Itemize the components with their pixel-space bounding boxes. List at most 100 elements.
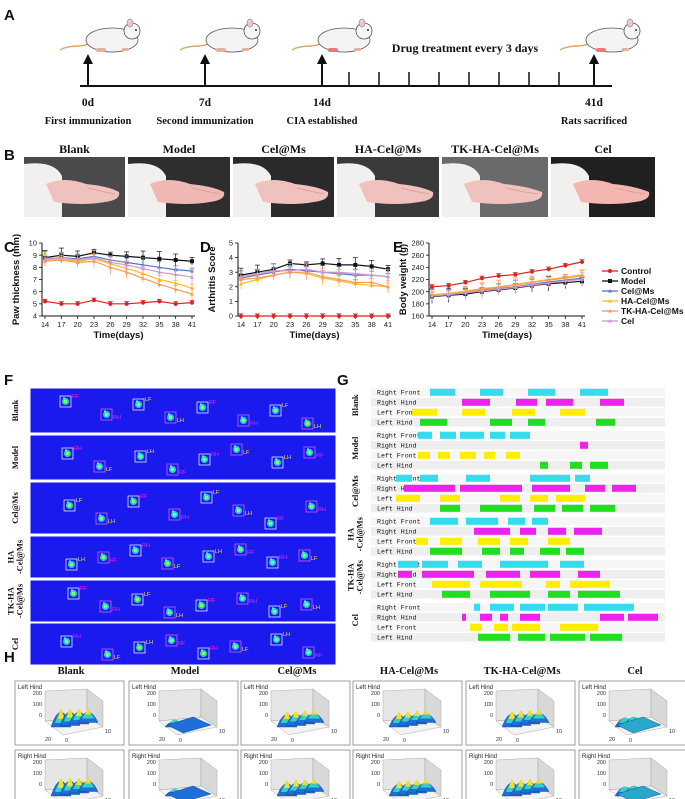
data-point [580,259,584,264]
paw-tag: RF [140,494,148,500]
data-point [239,274,243,279]
y-tick-label: 1 [229,297,233,306]
paw-tag: LF [243,450,250,456]
plot-view-label: Right Hind [18,754,46,760]
paw-tag: RH [279,555,287,561]
data-point [43,256,47,261]
gait-stance-bar [422,570,474,578]
gait-stance-bar [440,537,462,545]
gait-stance-bar [566,547,584,555]
gait-row-label: Left Front [377,452,417,459]
data-point [157,277,162,281]
data-point [337,277,341,281]
plot-view-label: Right Hind [469,754,497,760]
gait-stance-bar [556,494,585,502]
gait-stance-bar [440,494,460,502]
gait-row-label: Right Hind [377,399,417,406]
footprint: RH [305,500,326,513]
gait-stance-bar [412,408,437,416]
footprint: LH [65,557,85,571]
paw-tag: LH [313,605,320,611]
gait-row-label: Left Front [377,581,417,588]
series-line [240,271,389,288]
y-tick-label: 10 [105,729,111,735]
x-tick-label: 20 [609,737,615,743]
series-line [240,268,389,278]
gait-stance-bar [578,590,620,598]
x-tick-label: 35 [155,320,163,329]
x-axis-title: Time(days) [482,330,532,341]
photo-group-label: Cel@Ms [261,142,306,156]
paw-tag: LF [213,490,220,496]
footprint: LF [63,498,83,512]
series-line [44,299,193,305]
gait-stance-bar [462,408,485,416]
z-tick-label: 200 [259,760,268,766]
series-Control [429,259,585,289]
series-line [44,258,193,289]
gait-step-sequence: Blank Right Front Right Hind Left Front Left… [346,388,665,642]
heatmap-row-1: Blank RF RH LF LH RF RH LF LH [10,387,337,434]
gait-stance-bar [532,484,570,492]
footprint: LH [232,504,252,517]
data-point [255,271,260,276]
z-tick-label: 200 [484,760,493,766]
x-tick-label: 0 [291,738,294,744]
legend-label: TK-HA-Cel@Ms [621,306,684,316]
y-tick-label: 160 [411,312,424,321]
gait-row-bg [371,613,665,622]
footprint: RH [100,408,121,421]
panel-label-g: G [337,372,349,389]
footprint: LH [133,640,153,654]
footprint: LF [230,443,250,456]
data-point [190,275,194,279]
paw-tag: LH [146,640,153,646]
paw-tag: RH [74,446,82,452]
plot-view-label: Right Hind [356,754,384,760]
gait-stance-bar [512,408,535,416]
paw-tag: RF [179,470,187,476]
footprint: LF [93,460,113,473]
gait-stance-bar [580,388,608,396]
data-point [353,262,358,267]
series-line [240,268,389,279]
gait-stance-bar [550,633,585,641]
gait-stance-bar [600,613,624,621]
paw-tag: LH [314,424,321,430]
gait-stance-bar [560,408,585,416]
y-tick-label: 10 [443,729,449,735]
paw-tag: RH [211,452,219,458]
gait-group-label: Model [350,436,360,460]
legend-label: HA-Cel@Ms [621,296,670,306]
series-line [431,280,583,298]
panel-label-e: E [393,239,403,256]
z-tick-label: 100 [147,771,156,777]
heatmap-row-2: Model RH LF LH RF RH LF LH RF [10,434,337,481]
gait-stance-bar [416,537,428,545]
gait-stance-bar [530,570,560,578]
footprint: LH [134,449,154,463]
data-point [320,261,325,266]
heatmap-group-label: Model [10,445,20,469]
heatmap-group-label: TK-HA [6,586,16,615]
footprint: LH [164,411,184,424]
data-point [157,270,162,274]
paw-photo-4: HA-Cel@Ms [337,140,439,217]
gait-stance-bar [562,504,583,512]
z-tick-label: 100 [147,702,156,708]
data-point [271,268,276,273]
z-tick-label: 100 [484,771,493,777]
gait-stance-bar [494,623,508,631]
paw-tag: RF [178,641,186,647]
plot-view-label: Right Hind [582,754,610,760]
z-tick-label: 0 [603,782,606,788]
series-line [431,278,583,297]
z-tick-label: 0 [377,782,380,788]
gait-row-label: Left Hind [377,591,413,598]
legend-label: Control [621,266,651,276]
plot-view-label: Left Hind [582,685,606,691]
paw-tag: RH [250,421,258,427]
